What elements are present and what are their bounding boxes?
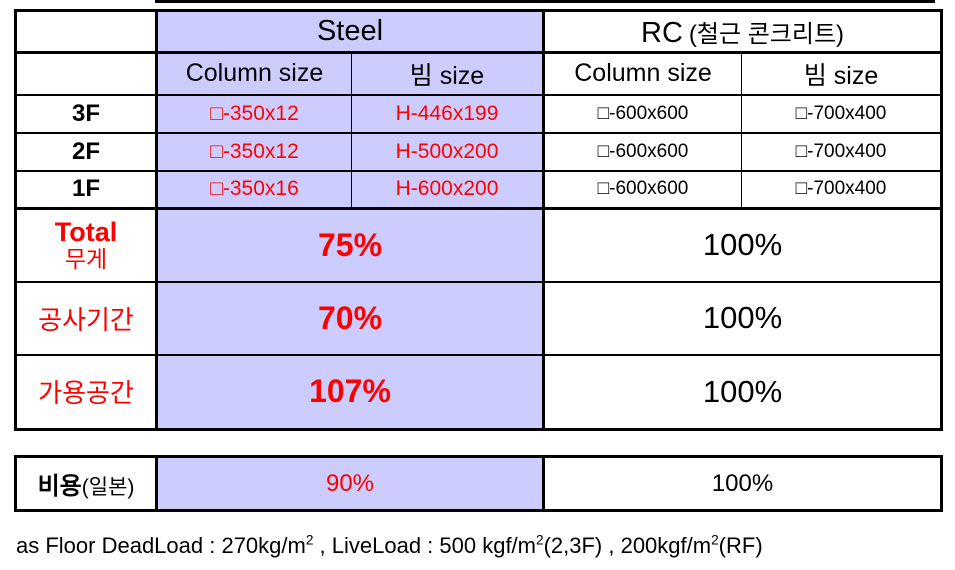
steel-beam-size-1f: H-600x200	[350, 169, 544, 209]
weight-rc-percent: 100%	[542, 207, 942, 282]
footnote-superscript-1: 2	[305, 532, 314, 548]
rc-column-size-header: Column size	[542, 51, 742, 95]
floor-label-1f: 1F	[15, 169, 157, 209]
load-assumptions-footnote: as Floor DeadLoad : 270kg/m2 , LiveLoad …	[16, 533, 763, 559]
rc-group-label-paren: (철근 콘크리트)	[688, 20, 845, 48]
cost-steel-percent: 90%	[155, 456, 544, 511]
floor-row-3f: 3F □-350x12 H-446x199 □-600x600 □-700x40…	[15, 93, 942, 133]
summary-row-usable-space: 가용공간 107% 100%	[15, 353, 942, 430]
construction-period-label: 공사기간	[15, 280, 157, 355]
steel-vs-rc-comparison-table: Steel RC (철근 콘크리트) Column size 빔 size Col…	[14, 9, 944, 431]
steel-group-header: Steel	[154, 10, 544, 53]
rc-group-label: RC	[641, 16, 683, 49]
weight-row-subtitle: 무게	[64, 245, 108, 272]
summary-row-construction-period: 공사기간 70% 100%	[15, 280, 942, 355]
subheader-row: Column size 빔 size Column size 빔 size	[15, 51, 942, 95]
footnote-segment-4: (RF)	[718, 533, 763, 558]
floor-label-3f: 3F	[15, 93, 157, 133]
cost-label: 비용	[37, 473, 82, 500]
rc-column-size-3f: □-600x600	[542, 93, 742, 133]
usable-space-label: 가용공간	[15, 353, 157, 430]
rc-column-size-1f: □-600x600	[542, 169, 742, 209]
cost-row: 비용(일본) 90% 100%	[16, 456, 942, 511]
group-header-row: Steel RC (철근 콘크리트)	[16, 10, 942, 53]
usable-space-steel-percent: 107%	[154, 353, 544, 430]
corner-cell-2	[15, 51, 157, 95]
rc-beam-size-1f: □-700x400	[741, 169, 942, 209]
corner-cell	[16, 11, 157, 53]
steel-column-size-3f: □-350x12	[155, 93, 352, 133]
cost-rc-percent: 100%	[542, 456, 942, 511]
steel-beam-size-header: 빔 size	[350, 51, 544, 95]
floor-row-1f: 1F □-350x16 H-600x200 □-600x600 □-700x40…	[15, 169, 942, 209]
rc-group-header: RC (철근 콘크리트)	[542, 10, 942, 53]
footnote-segment-1: as Floor DeadLoad : 270kg/m	[16, 533, 306, 558]
floor-row-2f: 2F □-350x12 H-500x200 □-600x600 □-700x40…	[15, 131, 942, 171]
rc-beam-size-3f: □-700x400	[741, 93, 942, 133]
weight-row-label: Total 무게	[15, 207, 157, 282]
steel-beam-size-3f: H-446x199	[350, 93, 544, 133]
summary-row-weight: Total 무게 75% 100%	[15, 207, 942, 282]
steel-column-size-2f: □-350x12	[155, 131, 352, 171]
weight-steel-percent: 75%	[154, 207, 544, 282]
footnote-superscript-3: 2	[711, 532, 719, 548]
construction-period-steel-percent: 70%	[154, 280, 544, 355]
rc-beam-size-2f: □-700x400	[741, 131, 942, 171]
steel-beam-size-2f: H-500x200	[350, 131, 544, 171]
steel-column-size-1f: □-350x16	[155, 169, 352, 209]
rc-column-size-2f: □-600x600	[542, 131, 742, 171]
floor-label-2f: 2F	[15, 131, 157, 171]
footnote-segment-2: , LiveLoad : 500 kgf/m	[313, 533, 536, 558]
cost-comparison-table: 비용(일본) 90% 100%	[14, 455, 943, 512]
rc-beam-size-header: 빔 size	[741, 51, 942, 95]
cost-row-label: 비용(일본)	[16, 457, 157, 511]
footnote-segment-3: (2,3F) , 200kgf/m	[543, 533, 712, 558]
top-divider-line	[155, 0, 935, 3]
steel-group-label: Steel	[316, 15, 384, 47]
usable-space-rc-percent: 100%	[542, 353, 942, 430]
construction-period-rc-percent: 100%	[542, 280, 942, 355]
weight-row-title: Total	[54, 217, 118, 248]
footnote-superscript-2: 2	[536, 532, 544, 548]
steel-column-size-header: Column size	[155, 51, 352, 95]
cost-label-paren: (일본)	[81, 476, 135, 499]
